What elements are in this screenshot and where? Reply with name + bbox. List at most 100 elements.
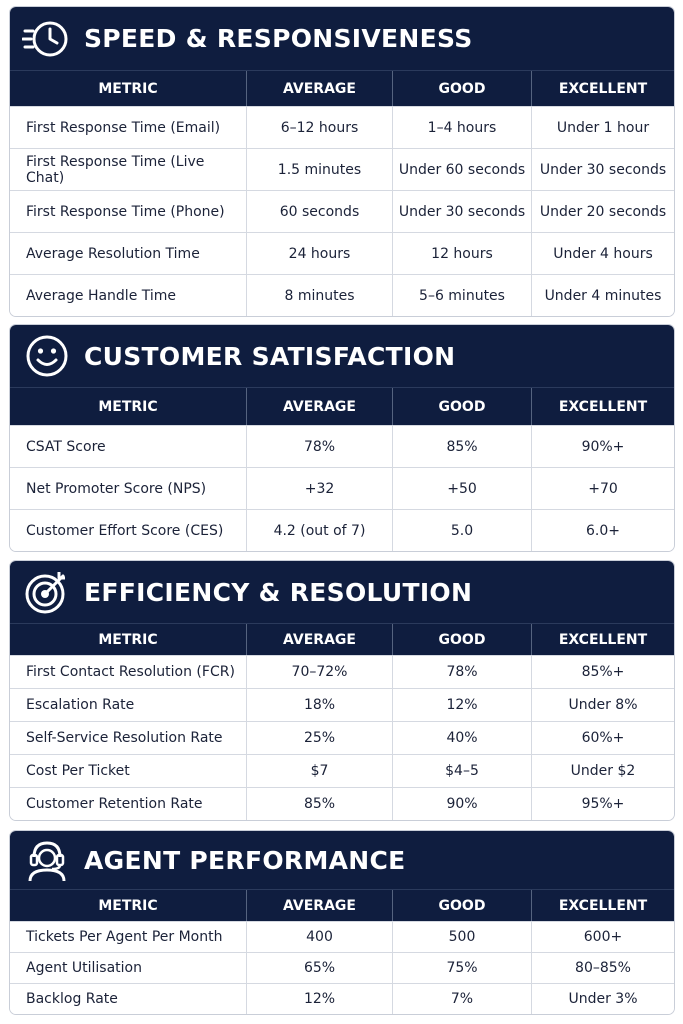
good-cell: +50 xyxy=(392,468,531,509)
table-row: First Response Time (Live Chat) 1.5 minu… xyxy=(10,148,674,190)
excellent-cell: 85%+ xyxy=(531,656,674,688)
metric-cell: Backlog Rate xyxy=(26,991,118,1007)
metric-cell: First Response Time (Live Chat) xyxy=(26,153,205,186)
excellent-cell: Under 4 minutes xyxy=(531,275,674,316)
table-row: Cost Per Ticket $7 $4–5 Under $2 xyxy=(10,754,674,787)
good-cell: 78% xyxy=(392,656,531,688)
table-row: First Contact Resolution (FCR) 70–72% 78… xyxy=(10,655,674,688)
table-row: Customer Retention Rate 85% 90% 95%+ xyxy=(10,787,674,820)
section-title: CUSTOMER SATISFACTION xyxy=(84,341,456,371)
metric-cell: Average Handle Time xyxy=(26,287,177,304)
average-cell: 60 seconds xyxy=(246,191,392,232)
table-row: First Response Time (Phone) 60 seconds U… xyxy=(10,190,674,232)
column-header-metric: METRIC xyxy=(98,80,158,97)
column-header-average: AVERAGE xyxy=(246,71,392,106)
target-icon xyxy=(22,569,72,615)
average-cell: 70–72% xyxy=(246,656,392,688)
average-cell: 65% xyxy=(246,953,392,983)
section-efficiency-resolution: EFFICIENCY & RESOLUTION METRIC AVERAGE G… xyxy=(9,560,675,821)
excellent-cell: Under $2 xyxy=(531,755,674,787)
section-agent-performance: AGENT PERFORMANCE METRIC AVERAGE GOOD EX… xyxy=(9,830,675,1015)
table-row: Self-Service Resolution Rate 25% 40% 60%… xyxy=(10,721,674,754)
average-cell: 400 xyxy=(246,922,392,952)
table-row: CSAT Score 78% 85% 90%+ xyxy=(10,425,674,467)
column-header-average: AVERAGE xyxy=(246,890,392,921)
average-cell: 85% xyxy=(246,788,392,820)
table-row: Backlog Rate 12% 7% Under 3% xyxy=(10,983,674,1014)
good-cell: 85% xyxy=(392,426,531,467)
column-header-average: AVERAGE xyxy=(246,624,392,655)
good-cell: 500 xyxy=(392,922,531,952)
headset-agent-icon xyxy=(22,837,72,883)
excellent-cell: Under 20 seconds xyxy=(531,191,674,232)
good-cell: 90% xyxy=(392,788,531,820)
column-header-metric: METRIC xyxy=(98,631,158,648)
excellent-cell: +70 xyxy=(531,468,674,509)
good-cell: 40% xyxy=(392,722,531,754)
section-title: SPEED & RESPONSIVENESS xyxy=(84,24,473,53)
section-speed-responsiveness: SPEED & RESPONSIVENESS METRIC AVERAGE GO… xyxy=(9,6,675,317)
excellent-cell: 60%+ xyxy=(531,722,674,754)
excellent-cell: 90%+ xyxy=(531,426,674,467)
table-row: First Response Time (Email) 6–12 hours 1… xyxy=(10,106,674,148)
good-cell: Under 60 seconds xyxy=(392,149,531,190)
table-row: Average Resolution Time 24 hours 12 hour… xyxy=(10,232,674,274)
good-cell: 1–4 hours xyxy=(392,107,531,148)
average-cell: +32 xyxy=(246,468,392,509)
section-title: AGENT PERFORMANCE xyxy=(84,845,406,875)
excellent-cell: Under 30 seconds xyxy=(531,149,674,190)
column-header-good: GOOD xyxy=(392,624,531,655)
metric-cell: First Response Time (Email) xyxy=(26,119,221,136)
section-customer-satisfaction: CUSTOMER SATISFACTION METRIC AVERAGE GOO… xyxy=(9,324,675,552)
average-cell: 8 minutes xyxy=(246,275,392,316)
excellent-cell: Under 4 hours xyxy=(531,233,674,274)
table-header: METRIC AVERAGE GOOD EXCELLENT xyxy=(10,70,674,106)
smiley-face-icon xyxy=(22,333,72,379)
section-header: AGENT PERFORMANCE xyxy=(10,831,674,889)
metric-cell: Agent Utilisation xyxy=(26,960,142,976)
table-row: Average Handle Time 8 minutes 5–6 minute… xyxy=(10,274,674,316)
metric-cell: Cost Per Ticket xyxy=(26,763,130,779)
metric-cell: Customer Retention Rate xyxy=(26,796,203,812)
section-header: EFFICIENCY & RESOLUTION xyxy=(10,561,674,623)
good-cell: $4–5 xyxy=(392,755,531,787)
metric-cell: Net Promoter Score (NPS) xyxy=(26,480,207,497)
good-cell: Under 30 seconds xyxy=(392,191,531,232)
metric-cell: First Response Time (Phone) xyxy=(26,203,225,220)
average-cell: 24 hours xyxy=(246,233,392,274)
excellent-cell: Under 3% xyxy=(531,984,674,1014)
column-header-good: GOOD xyxy=(392,890,531,921)
average-cell: 78% xyxy=(246,426,392,467)
metric-cell: CSAT Score xyxy=(26,438,106,455)
column-header-good: GOOD xyxy=(392,71,531,106)
table-row: Net Promoter Score (NPS) +32 +50 +70 xyxy=(10,467,674,509)
good-cell: 12 hours xyxy=(392,233,531,274)
table-row: Agent Utilisation 65% 75% 80–85% xyxy=(10,952,674,983)
clock-speed-icon xyxy=(22,16,72,62)
table-row: Tickets Per Agent Per Month 400 500 600+ xyxy=(10,921,674,952)
table-row: Escalation Rate 18% 12% Under 8% xyxy=(10,688,674,721)
table-header: METRIC AVERAGE GOOD EXCELLENT xyxy=(10,623,674,655)
average-cell: 18% xyxy=(246,689,392,721)
excellent-cell: 95%+ xyxy=(531,788,674,820)
column-header-good: GOOD xyxy=(392,388,531,425)
table-row: Customer Effort Score (CES) 4.2 (out of … xyxy=(10,509,674,551)
metric-cell: Average Resolution Time xyxy=(26,245,200,262)
metric-cell: Customer Effort Score (CES) xyxy=(26,522,224,539)
average-cell: 25% xyxy=(246,722,392,754)
column-header-metric: METRIC xyxy=(98,897,158,914)
column-header-excellent: EXCELLENT xyxy=(531,624,674,655)
metric-cell: First Contact Resolution (FCR) xyxy=(26,664,235,680)
average-cell: 12% xyxy=(246,984,392,1014)
column-header-excellent: EXCELLENT xyxy=(531,890,674,921)
section-header: CUSTOMER SATISFACTION xyxy=(10,325,674,387)
average-cell: 4.2 (out of 7) xyxy=(246,510,392,551)
column-header-excellent: EXCELLENT xyxy=(531,388,674,425)
section-title: EFFICIENCY & RESOLUTION xyxy=(84,577,473,607)
metric-cell: Self-Service Resolution Rate xyxy=(26,730,223,746)
table-header: METRIC AVERAGE GOOD EXCELLENT xyxy=(10,387,674,425)
average-cell: 6–12 hours xyxy=(246,107,392,148)
excellent-cell: Under 1 hour xyxy=(531,107,674,148)
table-header: METRIC AVERAGE GOOD EXCELLENT xyxy=(10,889,674,921)
